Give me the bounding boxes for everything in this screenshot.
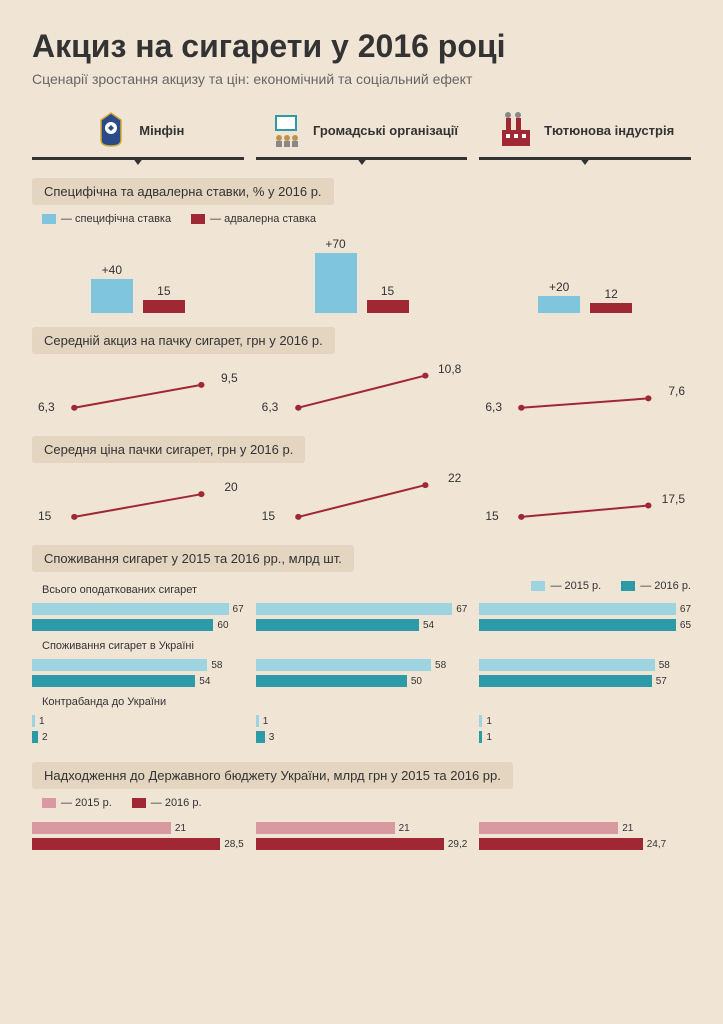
advalorem-bar: 15 <box>367 300 409 313</box>
industry-icon <box>496 110 536 150</box>
col-label-2: Тютюнова індустрія <box>544 123 674 138</box>
page-title: Акциз на сигарети у 2016 році <box>32 28 691 65</box>
hbar-2015 <box>256 715 259 727</box>
hbar-2016 <box>479 731 482 743</box>
hbar-cell: 58 50 <box>256 654 468 692</box>
section-price: Середня ціна пачки сигарет, грн у 2016 р… <box>32 436 691 531</box>
line-end-val: 7,6 <box>668 384 685 398</box>
line-chart-cell: 6,3 10,8 <box>256 362 468 422</box>
hbar-2016 <box>256 675 407 687</box>
section-consumption: Споживання сигарет у 2015 та 2016 рр., м… <box>32 545 691 748</box>
budget-cell: 21 24,7 <box>479 817 691 855</box>
line-start-val: 15 <box>38 509 51 523</box>
legend-label: — специфічна ставка <box>61 213 171 225</box>
hbar-cell: 58 54 <box>32 654 244 692</box>
hbar-cell: 1 2 <box>32 710 244 748</box>
specific-bar: +20 <box>538 296 580 313</box>
legend-sw-2016 <box>621 581 635 591</box>
hbar-2015 <box>32 715 35 727</box>
specific-bar: +40 <box>91 279 133 313</box>
bar-chart-cell: +20 12 <box>479 233 691 313</box>
hbar-2016 <box>32 675 195 687</box>
section2-title: Середній акциз на пачку сигарет, грн у 2… <box>32 327 335 354</box>
line-start-val: 15 <box>485 509 498 523</box>
minfin-icon <box>91 110 131 150</box>
hbar-cell: 67 60 <box>32 598 244 636</box>
section-excise: Середній акциз на пачку сигарет, грн у 2… <box>32 327 691 422</box>
budget-2016 <box>256 838 444 850</box>
hbar-2015 <box>32 603 229 615</box>
hbar-cell: 1 3 <box>256 710 468 748</box>
line-chart-cell: 15 20 <box>32 471 244 531</box>
budget-2016 <box>479 838 642 850</box>
section-rates: Специфічна та адвалерна ставки, % у 2016… <box>32 178 691 313</box>
legend-sw-2015 <box>531 581 545 591</box>
legend-label: — 2016 р. <box>640 580 691 592</box>
hbar-2015 <box>479 659 654 671</box>
budget-2015 <box>32 822 171 834</box>
line-end-val: 10,8 <box>438 362 461 376</box>
specific-bar: +70 <box>315 253 357 313</box>
hbar-cell: 67 65 <box>479 598 691 636</box>
hbar-2015 <box>256 603 453 615</box>
line-chart-cell: 6,3 7,6 <box>479 362 691 422</box>
hbar-cell: 58 57 <box>479 654 691 692</box>
hbar-cell: 1 1 <box>479 710 691 748</box>
hbar-2015 <box>479 603 676 615</box>
legend-label: — 2015 р. <box>61 797 112 809</box>
hbar-2016 <box>32 731 38 743</box>
ngo-icon <box>265 110 305 150</box>
budget-2015 <box>479 822 618 834</box>
line-end-val: 17,5 <box>662 492 685 506</box>
column-headers: Мінфін Громадські організації Тютюнова і… <box>32 109 691 160</box>
line-start-val: 6,3 <box>38 400 55 414</box>
legend-sw-2015r <box>42 798 56 808</box>
budget-2016 <box>32 838 220 850</box>
legend-label: — адвалерна ставка <box>210 213 316 225</box>
advalorem-bar: 12 <box>590 303 632 313</box>
legend-sw-advalorem <box>191 214 205 224</box>
section5-title: Надходження до Державного бюджету Україн… <box>32 762 513 789</box>
line-end-val: 20 <box>224 480 237 494</box>
page-subtitle: Сценарії зростання акцизу та цін: економ… <box>32 71 691 87</box>
section1-title: Специфічна та адвалерна ставки, % у 2016… <box>32 178 334 205</box>
section3-title: Середня ціна пачки сигарет, грн у 2016 р… <box>32 436 305 463</box>
section4-title: Споживання сигарет у 2015 та 2016 рр., м… <box>32 545 354 572</box>
hbar-2015 <box>32 659 207 671</box>
legend-label: — 2016 р. <box>151 797 202 809</box>
col-label-0: Мінфін <box>139 123 184 138</box>
hbar-2016 <box>32 619 213 631</box>
budget-2015 <box>256 822 395 834</box>
line-end-val: 9,5 <box>221 371 238 385</box>
hbar-2016 <box>479 619 676 631</box>
line-start-val: 6,3 <box>485 400 502 414</box>
advalorem-bar: 15 <box>143 300 185 313</box>
bar-chart-cell: +40 15 <box>32 233 244 313</box>
col-label-1: Громадські організації <box>313 123 458 138</box>
hbar-2015 <box>479 715 482 727</box>
sub-label: Споживання сигарет в Україні <box>32 640 691 652</box>
line-end-val: 22 <box>448 471 461 485</box>
hbar-2016 <box>256 619 419 631</box>
budget-cell: 21 28,5 <box>32 817 244 855</box>
line-chart-cell: 6,3 9,5 <box>32 362 244 422</box>
section-budget: Надходження до Державного бюджету Україн… <box>32 762 691 855</box>
legend-sw-specific <box>42 214 56 224</box>
legend-label: — 2015 р. <box>550 580 601 592</box>
line-start-val: 15 <box>262 509 275 523</box>
line-chart-cell: 15 22 <box>256 471 468 531</box>
legend-sw-2016r <box>132 798 146 808</box>
sub-label: Контрабанда до України <box>32 696 691 708</box>
line-start-val: 6,3 <box>262 400 279 414</box>
line-chart-cell: 15 17,5 <box>479 471 691 531</box>
budget-cell: 21 29,2 <box>256 817 468 855</box>
s4-group0-sub: Всього оподаткованих сигарет <box>32 584 521 596</box>
bar-chart-cell: +70 15 <box>256 233 468 313</box>
hbar-2015 <box>256 659 431 671</box>
hbar-2016 <box>256 731 265 743</box>
hbar-cell: 67 54 <box>256 598 468 636</box>
hbar-2016 <box>479 675 651 687</box>
